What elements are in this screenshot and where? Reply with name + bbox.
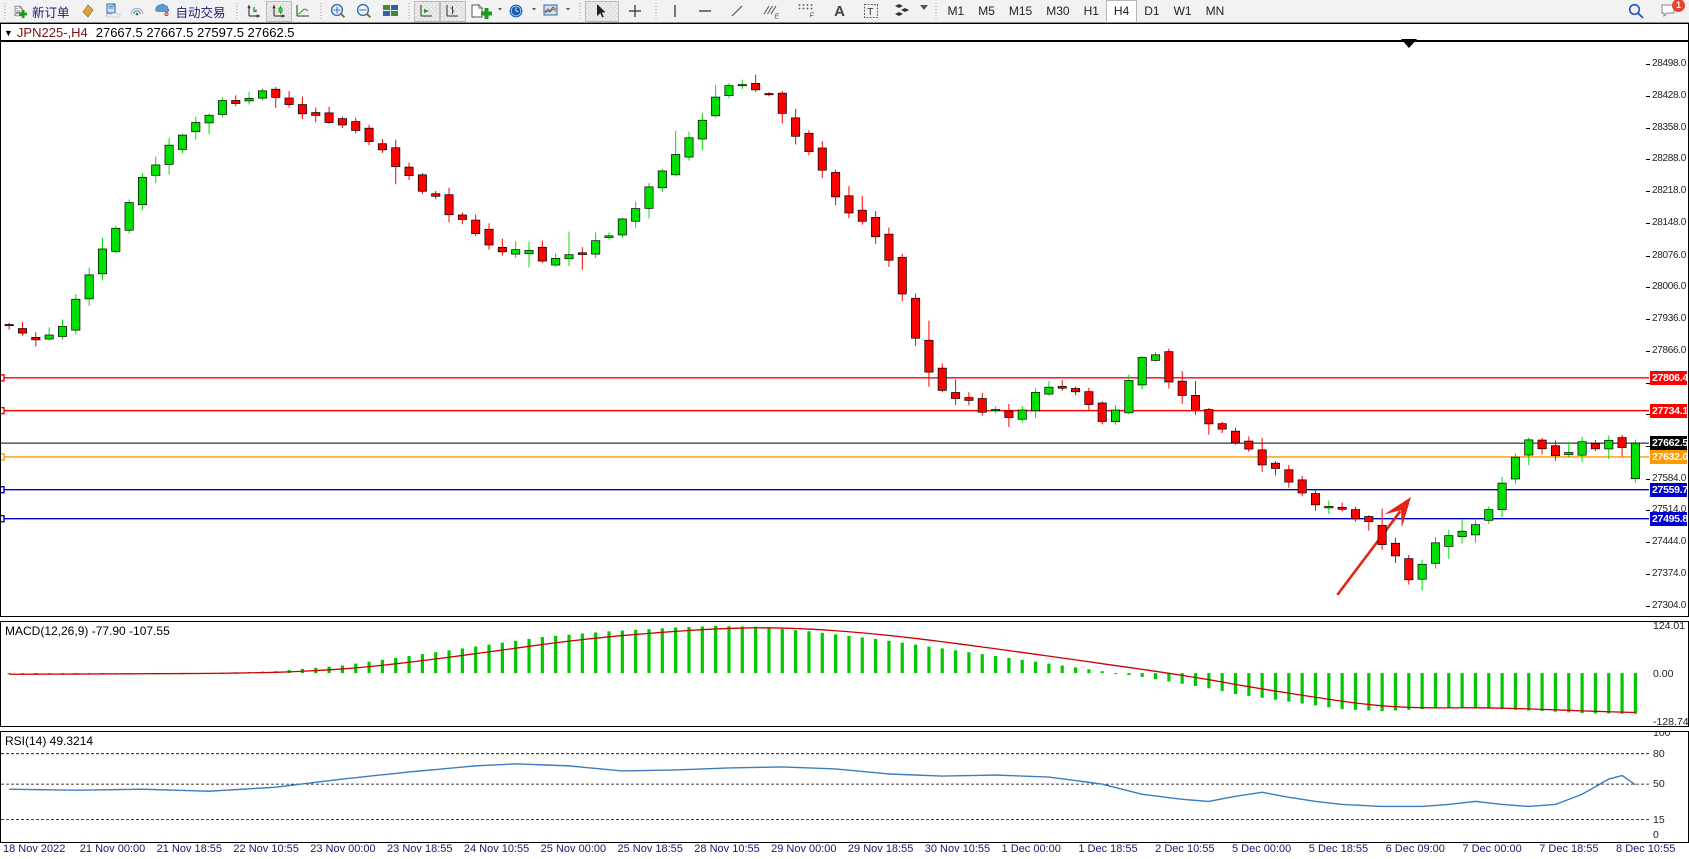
svg-text:T: T: [867, 7, 873, 18]
svg-text:F: F: [809, 13, 814, 20]
svg-text:E: E: [774, 14, 779, 20]
